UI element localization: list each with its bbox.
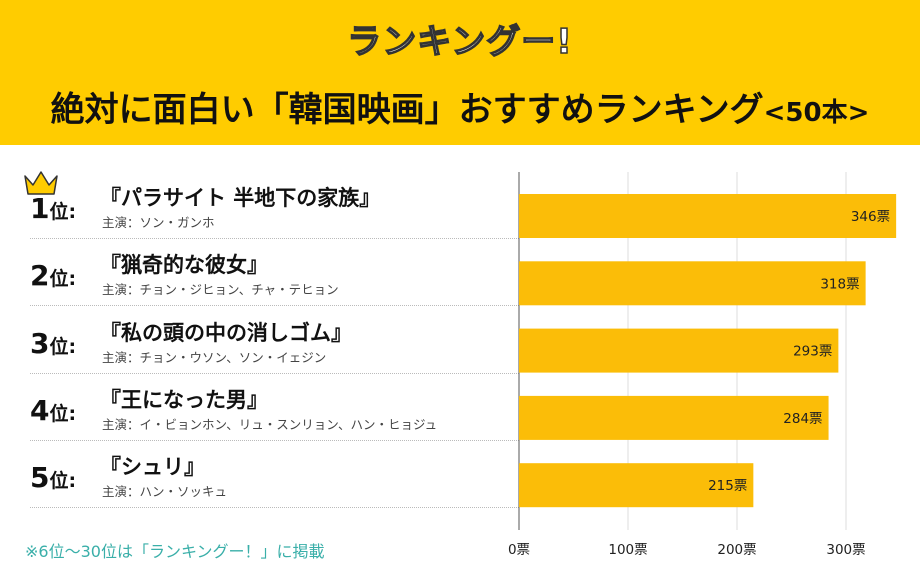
cast-label: 主演： (102, 416, 140, 432)
x-tick-label: 100票 (608, 542, 647, 558)
rank-label: 4位: (30, 394, 76, 427)
cast: 主演：チョン・ジヒョン、チャ・テヒョン (102, 279, 339, 298)
movie-title: 『猟奇的な彼女』 (100, 253, 268, 278)
rank-unit: 位: (49, 470, 77, 493)
rank-number: 4 (30, 393, 50, 427)
data-label: 215票 (708, 478, 747, 494)
cast: 主演：ソン・ガンホ (102, 212, 215, 231)
footnote: ※6位〜30位は「ランキングー！」に掲載 (25, 542, 325, 561)
divider (30, 439, 519, 441)
movie-title: 『私の頭の中の消しゴム』 (100, 320, 352, 345)
cast-label: 主演： (102, 484, 140, 500)
x-tick-label: 200票 (717, 542, 756, 558)
rank-number: 3 (30, 326, 50, 360)
ranking-row: 3位: 『私の頭の中の消しゴム』 主演：チョン・ウソン、ソン・イェジン (30, 307, 519, 374)
x-tick-label: 300票 (826, 542, 865, 558)
rank-number: 5 (30, 461, 50, 495)
data-label: 293票 (793, 344, 832, 360)
rank-label: 2位: (30, 259, 76, 292)
cast-names: チョン・ジヒョン、チャ・テヒョン (139, 282, 339, 298)
bar (519, 261, 866, 306)
rank-unit: 位: (49, 335, 77, 358)
cast: 主演：ハン・ソッキュ (102, 481, 227, 500)
divider (30, 372, 519, 374)
title-suffix: <50本> (763, 98, 870, 128)
cast-names: ソン・ガンホ (139, 215, 215, 230)
logo: ランキングー! (347, 21, 573, 63)
title-text: 絶対に面白い「韓国映画」おすすめランキング (50, 90, 764, 130)
cast-label: 主演： (102, 215, 140, 230)
divider (30, 238, 519, 239)
ranking-row: 5位: 『シュリ』 主演：ハン・ソッキュ (30, 441, 519, 509)
divider (30, 305, 519, 307)
movie-title: 『パラサイト 半地下の家族』 (100, 186, 381, 210)
ranking-row: 4位: 『王になった男』 主演：イ・ビョンホン、リュ・スンリョン、ハン・ヒョジュ (30, 374, 519, 441)
cast-label: 主演： (102, 282, 140, 298)
rank-unit: 位: (49, 402, 77, 425)
bar (519, 463, 754, 508)
rank-label: 1位: (30, 192, 76, 225)
rank-number: 2 (30, 259, 50, 293)
bar (519, 395, 829, 440)
movie-title: 『シュリ』 (100, 455, 205, 480)
cast-label: 主演： (102, 349, 140, 365)
rank-unit: 位: (49, 201, 77, 223)
rank-label: 5位: (30, 461, 76, 494)
movie-title: 『王になった男』 (100, 387, 268, 412)
cast-names: チョン・ウソン、ソン・イェジン (139, 349, 327, 365)
bar (519, 328, 839, 373)
data-label: 346票 (851, 209, 890, 225)
cast-names: イ・ビョンホン、リュ・スンリョン、ハン・ヒョジュ (139, 416, 438, 432)
crown-icon (24, 171, 58, 195)
data-label: 318票 (820, 276, 859, 292)
cast: 主演：チョン・ウソン、ソン・イェジン (102, 347, 326, 366)
ranking-row: 1位: 『パラサイト 半地下の家族』 主演：ソン・ガンホ (30, 172, 519, 239)
rank-unit: 位: (49, 268, 77, 291)
data-label: 284票 (783, 411, 822, 427)
header: ランキングー! 絶対に面白い「韓国映画」おすすめランキング<50本> (0, 0, 920, 145)
x-tick-label: 0票 (508, 542, 530, 558)
ranking-row: 2位: 『猟奇的な彼女』 主演：チョン・ジヒョン、チャ・テヒョン (30, 239, 519, 307)
divider (30, 507, 519, 509)
cast: 主演：イ・ビョンホン、リュ・スンリョン、ハン・ヒョジュ (102, 414, 437, 433)
rank-label: 3位: (30, 327, 76, 360)
rank-number: 1 (30, 192, 50, 225)
bar (519, 194, 897, 238)
cast-names: ハン・ソッキュ (139, 484, 228, 500)
page-title: 絶対に面白い「韓国映画」おすすめランキング<50本> (0, 82, 920, 131)
